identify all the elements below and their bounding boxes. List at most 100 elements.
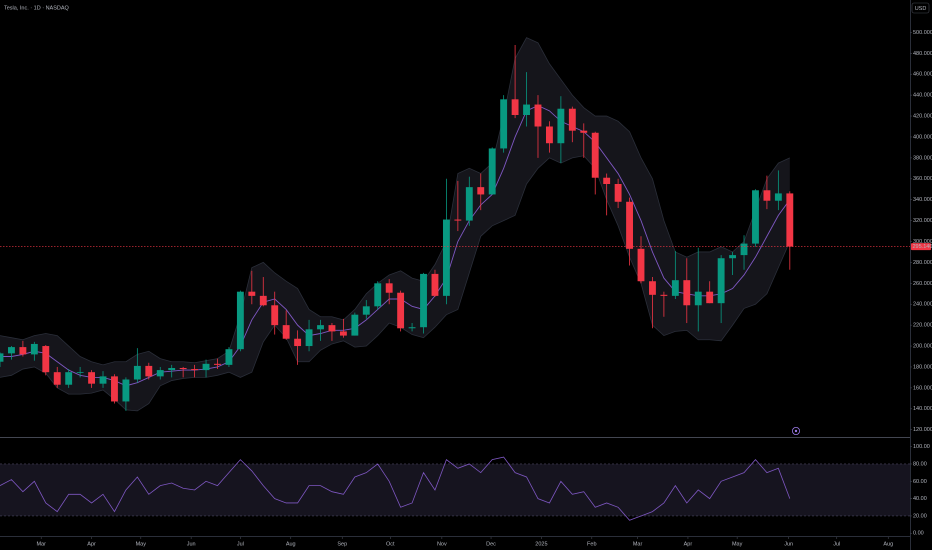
candle-body [706, 291, 714, 304]
candle-body [649, 281, 656, 295]
y-tick-label: 280.0000 [913, 260, 932, 266]
candle-body [523, 104, 530, 115]
x-tick-label: Jul [237, 541, 244, 547]
band-basis [0, 105, 791, 387]
candle-body [225, 349, 233, 365]
candle-body [19, 347, 27, 355]
candle-body [248, 291, 256, 296]
icon-dot[interactable] [794, 429, 798, 433]
candle-body [774, 193, 782, 201]
x-tick-label: 2025 [535, 541, 547, 547]
candle-body [374, 283, 382, 307]
candle-body [626, 201, 633, 249]
x-tick-label: Aug [286, 541, 296, 547]
candle-body [76, 372, 84, 373]
candle-body [603, 177, 611, 184]
y-tick-label: 440.0000 [913, 93, 932, 99]
candle-body [763, 190, 771, 201]
candle-body [328, 325, 336, 332]
alert-icon[interactable] [792, 426, 801, 435]
candle-body [30, 343, 38, 355]
x-tick-label: Sep [337, 541, 347, 547]
candle-body [88, 372, 96, 384]
price-label-box [911, 243, 931, 251]
y-tick-label: 420.0000 [913, 113, 932, 119]
candle-body [179, 368, 187, 370]
candle-body [65, 372, 73, 385]
x-tick-label: Jul [833, 541, 840, 547]
x-tick-label: Jun [784, 541, 793, 547]
candle-body [786, 193, 794, 247]
y-tick-label: 360.0000 [913, 176, 932, 182]
chart-title: Tesla, Inc. · 1D · NASDAQ [4, 5, 70, 11]
candle-body [671, 280, 679, 296]
candle-body [294, 338, 302, 347]
y-tick-label: 240.0000 [913, 302, 932, 308]
x-tick-label: Feb [587, 541, 596, 547]
currency[interactable]: USD [915, 6, 927, 12]
y-tick-label: 500.0000 [913, 30, 932, 36]
x-tick-label: Jun [187, 541, 196, 547]
x-tick-label: Oct [386, 541, 395, 547]
candle-body [431, 273, 439, 296]
candle-body [351, 314, 359, 336]
candle-body [614, 184, 622, 202]
y-tick-label: 160.0000 [913, 385, 932, 391]
y-tick-label: 260.0000 [913, 281, 932, 287]
candle-body [591, 132, 599, 178]
candle-body [214, 363, 221, 365]
candle-body [53, 372, 61, 385]
rsi-band [0, 463, 910, 516]
candle-body [0, 353, 4, 362]
y-tick-label: 40.00 [913, 496, 927, 502]
candle-body [191, 369, 199, 371]
candle-body [202, 363, 210, 371]
x-tick-label: Aug [883, 541, 893, 547]
candle-body [385, 283, 393, 293]
candle-body [122, 379, 130, 402]
x-tick-label: May [136, 541, 147, 547]
y-tick-label: 480.0000 [913, 51, 932, 57]
y-tick-label: 120.0000 [913, 427, 932, 433]
candle-body [236, 291, 244, 350]
y-tick-label: 20.00 [913, 513, 927, 519]
candle-body [740, 243, 748, 256]
candle-body [752, 190, 759, 244]
candle-body [397, 292, 405, 329]
candle-body [660, 294, 668, 296]
y-tick-label: 0.00 [913, 531, 924, 537]
candle-body [420, 273, 427, 328]
candle-body [259, 295, 267, 306]
candle-body [694, 291, 702, 306]
candle-body [282, 325, 290, 339]
candle-body [637, 248, 645, 282]
x-tick-label: Dec [486, 541, 496, 547]
rsi-line [0, 456, 791, 521]
candle-body [42, 346, 50, 373]
candle-body [454, 219, 462, 221]
y-tick-label: 340.0000 [913, 197, 932, 203]
candle-body [339, 331, 347, 336]
y-tick-label: 200.0000 [913, 343, 932, 349]
candle-body [305, 329, 313, 347]
y-tick-label: 60.00 [913, 479, 927, 485]
x-tick-label: Mar [633, 541, 643, 547]
price-label: 295.1400 [913, 244, 932, 250]
candle-body [168, 368, 176, 371]
x-tick-label: Apr [684, 541, 693, 547]
x-tick-label: Nov [437, 541, 447, 547]
icon-ring[interactable] [792, 426, 801, 435]
candle-body [465, 187, 473, 221]
candle-body [488, 148, 496, 195]
currency-box[interactable] [911, 2, 930, 14]
band-lower [0, 155, 791, 412]
candle-body [408, 327, 416, 329]
candle-body [111, 376, 118, 402]
y-tick-label: 380.0000 [913, 155, 932, 161]
band-upper [0, 37, 790, 366]
candle-body [534, 104, 542, 127]
candle-body [145, 365, 153, 377]
y-tick-label: 140.0000 [913, 406, 932, 412]
candle-body [683, 280, 691, 306]
